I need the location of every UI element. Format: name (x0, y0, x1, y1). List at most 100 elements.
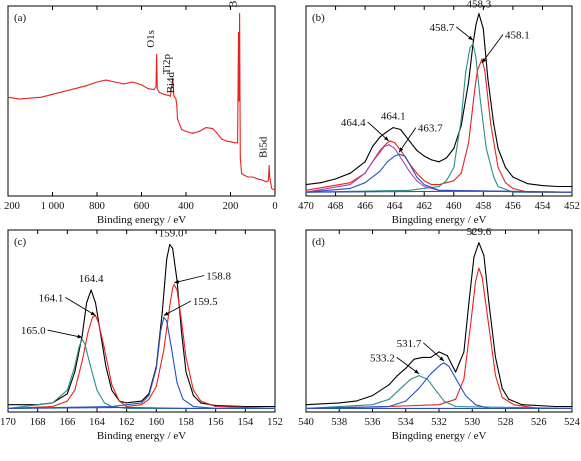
data-point (463, 351, 465, 353)
panel-label: (c) (14, 236, 27, 248)
data-point (114, 81, 116, 83)
series-line-fit (305, 362, 572, 409)
data-point (416, 149, 418, 151)
data-point (216, 132, 218, 134)
data-point (140, 402, 143, 404)
series-line-fit (305, 375, 573, 409)
data-point (349, 172, 351, 174)
data-point (74, 88, 76, 90)
data-point (103, 402, 105, 404)
series-line-fit (305, 144, 573, 193)
data-point (155, 385, 157, 388)
data-point (167, 94, 169, 96)
data-point (237, 142, 239, 144)
data-point (173, 94, 175, 96)
data-point (84, 344, 86, 346)
x-tick-label: 530 (464, 417, 480, 428)
data-point (556, 185, 558, 188)
data-point (51, 405, 54, 408)
data-point (527, 183, 529, 185)
peak-label: 165.0 (21, 325, 46, 337)
data-point (274, 405, 276, 408)
arrow-head (399, 147, 404, 153)
data-point (396, 375, 398, 377)
label-arrow (398, 127, 417, 153)
plot-frame (305, 5, 573, 197)
data-point (394, 147, 396, 150)
data-point (92, 316, 94, 318)
data-point (388, 144, 390, 146)
data-point (475, 404, 477, 406)
data-point (423, 184, 425, 186)
data-point (371, 404, 374, 406)
data-point (140, 404, 143, 406)
data-point (400, 387, 402, 389)
data-point (371, 161, 374, 163)
data-point (475, 24, 477, 26)
data-point (392, 127, 394, 129)
x-tick-label: 164 (89, 417, 106, 428)
data-point (423, 185, 425, 188)
arrow-head (414, 369, 420, 374)
data-point (305, 407, 307, 409)
peak-label: Bi4f (227, 0, 239, 8)
data-point (494, 375, 497, 377)
data-point (364, 161, 366, 163)
arrow-head (468, 35, 473, 41)
data-point (111, 384, 113, 386)
panel-a: 1 200 1 000 800 600 400 200 0 Binding energy / … (0, 0, 278, 226)
data-point (105, 79, 107, 81)
arrow-head (90, 311, 96, 316)
peak-label: 463.7 (418, 123, 443, 135)
data-point (86, 302, 88, 304)
peak-label: 164.1 (39, 292, 64, 304)
data-point (66, 393, 68, 395)
data-point (74, 371, 76, 373)
data-point (198, 130, 200, 132)
x-tick-label: 462 (416, 201, 432, 212)
peak-label: 458.3 (467, 0, 492, 11)
data-point (512, 187, 514, 189)
peak-label: 159.0 (159, 228, 184, 240)
data-point (389, 140, 391, 142)
data-point (448, 365, 450, 368)
data-point (456, 380, 458, 382)
data-point (501, 387, 503, 389)
label-arrow (65, 296, 96, 316)
x-tick-label: 460 (446, 201, 462, 212)
data-point (221, 138, 223, 140)
data-point (338, 402, 340, 404)
data-point (445, 157, 447, 159)
data-point (81, 335, 83, 337)
x-tick-label: 454 (535, 201, 552, 212)
data-point (521, 404, 523, 406)
data-point (440, 364, 442, 366)
data-point (239, 13, 241, 15)
data-point (478, 242, 480, 244)
label-arrow (174, 275, 205, 284)
data-point (237, 32, 240, 34)
panel-c: 170 168 166 164 162 160 158 156 154 152 Binding en… (0, 228, 283, 442)
data-point (305, 191, 307, 193)
data-point (97, 322, 100, 324)
data-point (386, 130, 388, 132)
data-point (453, 166, 455, 169)
data-point (479, 100, 481, 102)
data-point (200, 400, 202, 402)
data-point (418, 375, 420, 377)
plot-frame (7, 5, 276, 197)
x-axis-label: Bingding energy / eV (392, 214, 487, 226)
data-point (484, 70, 486, 72)
data-point (364, 182, 366, 184)
x-tick-label: 534 (398, 417, 415, 428)
data-point (66, 389, 68, 391)
data-point (215, 405, 217, 408)
data-point (268, 165, 270, 167)
data-point (132, 81, 134, 83)
data-point (386, 161, 388, 163)
arrow-head (77, 334, 83, 339)
data-point (335, 178, 337, 180)
data-point (435, 389, 437, 391)
data-point (430, 356, 432, 358)
data-point (460, 172, 462, 174)
